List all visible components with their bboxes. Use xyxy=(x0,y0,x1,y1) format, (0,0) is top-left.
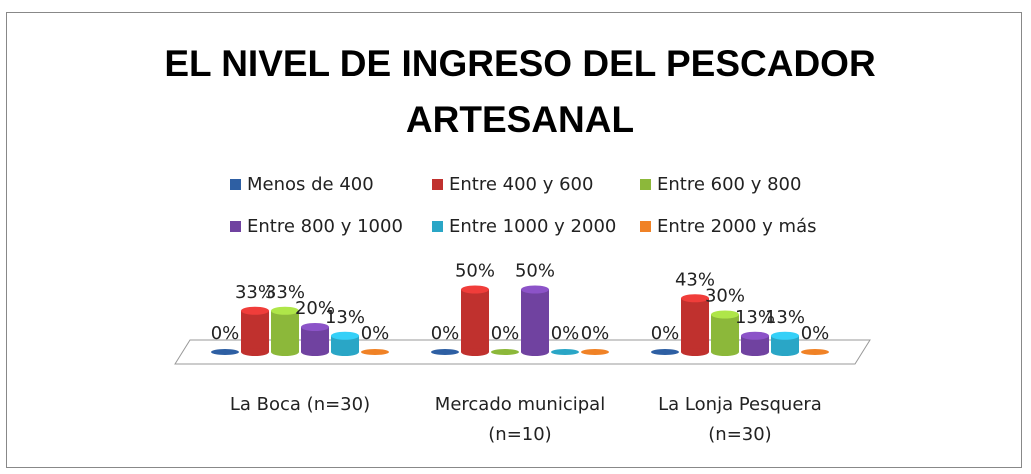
legend-swatch xyxy=(640,221,651,232)
bar-top xyxy=(271,306,299,315)
bar-bottom xyxy=(681,348,709,356)
data-label: 50% xyxy=(455,261,495,282)
data-label: 0% xyxy=(431,323,460,344)
bar xyxy=(551,349,579,355)
x-tick-label: Mercado municipal (n=10) xyxy=(434,394,606,445)
chart-title: EL NIVEL DE INGRESO DEL PESCADOR ARTESAN… xyxy=(164,43,876,140)
bar xyxy=(461,285,489,356)
bar xyxy=(801,349,829,355)
bar-bottom xyxy=(741,348,769,356)
bar-body xyxy=(271,310,299,352)
legend-swatch xyxy=(432,221,443,232)
bar-flat xyxy=(801,349,829,355)
bar xyxy=(651,349,679,355)
bar xyxy=(271,306,299,356)
data-label: 0% xyxy=(651,323,680,344)
bar-flat xyxy=(491,349,519,355)
bar xyxy=(211,349,239,355)
bar-body xyxy=(741,335,769,352)
bar-body xyxy=(771,335,799,352)
bar-body xyxy=(711,314,739,352)
bar xyxy=(361,349,389,355)
bar xyxy=(331,331,359,356)
data-label: 0% xyxy=(361,323,390,344)
bar-bottom xyxy=(461,348,489,356)
bar xyxy=(681,294,709,356)
data-label: 50% xyxy=(515,261,555,282)
legend-label: Entre 600 y 800 xyxy=(657,174,801,195)
legend-label: Entre 1000 y 2000 xyxy=(449,216,616,237)
data-label: 13% xyxy=(765,307,805,328)
bar-bottom xyxy=(711,348,739,356)
bar xyxy=(491,349,519,355)
bar-body xyxy=(521,289,549,352)
bar-flat xyxy=(431,349,459,355)
bar-flat xyxy=(551,349,579,355)
legend-label: Entre 2000 y más xyxy=(657,216,817,237)
bar-top xyxy=(301,323,329,331)
bar-flat xyxy=(581,349,609,355)
legend-label: Entre 800 y 1000 xyxy=(247,216,403,237)
data-label: 0% xyxy=(211,323,240,344)
legend-swatch xyxy=(230,221,241,232)
legend-swatch xyxy=(230,179,241,190)
data-label: 33% xyxy=(265,282,305,303)
data-label: 0% xyxy=(581,323,610,344)
bar-body xyxy=(681,298,709,352)
bar-top xyxy=(241,306,269,315)
data-label: 13% xyxy=(325,307,365,328)
bar-body xyxy=(461,289,489,352)
data-label: 20% xyxy=(295,298,335,319)
bar-top xyxy=(461,285,489,294)
data-label: 0% xyxy=(551,323,580,344)
bar-bottom xyxy=(521,348,549,356)
data-label: 0% xyxy=(801,323,830,344)
bar-body xyxy=(241,310,269,352)
bar-bottom xyxy=(241,348,269,356)
bar-top xyxy=(521,285,549,294)
data-label: 30% xyxy=(705,286,745,307)
bar-flat xyxy=(211,349,239,355)
data-label: 43% xyxy=(675,269,715,290)
data-label: 0% xyxy=(491,323,520,344)
legend-swatch xyxy=(640,179,651,190)
bar-body xyxy=(331,335,359,352)
bar-top xyxy=(741,331,769,340)
bar-flat xyxy=(361,349,389,355)
bar-top xyxy=(331,331,359,340)
bar xyxy=(581,349,609,355)
bar xyxy=(301,323,329,356)
bar xyxy=(741,331,769,356)
bar-top xyxy=(711,310,739,319)
data-label: 33% xyxy=(235,282,275,303)
bar xyxy=(521,285,549,356)
bar-top xyxy=(771,331,799,340)
chart-frame xyxy=(6,12,1022,468)
bar-top xyxy=(681,294,709,303)
bar xyxy=(431,349,459,355)
x-tick-label: La Lonja Pesquera (n=30) xyxy=(658,394,822,445)
legend-label: Menos de 400 xyxy=(247,174,374,195)
bar-bottom xyxy=(771,348,799,356)
bar xyxy=(771,331,799,356)
bar-flat xyxy=(651,349,679,355)
bar-bottom xyxy=(301,348,329,356)
bar xyxy=(241,306,269,356)
x-tick-label: La Boca (n=30) xyxy=(229,394,371,415)
bar-body xyxy=(301,327,329,352)
legend-label: Entre 400 y 600 xyxy=(449,174,593,195)
bar xyxy=(711,310,739,356)
legend-swatch xyxy=(432,179,443,190)
data-label: 13% xyxy=(735,307,775,328)
bar-bottom xyxy=(331,348,359,356)
bar-bottom xyxy=(271,348,299,356)
